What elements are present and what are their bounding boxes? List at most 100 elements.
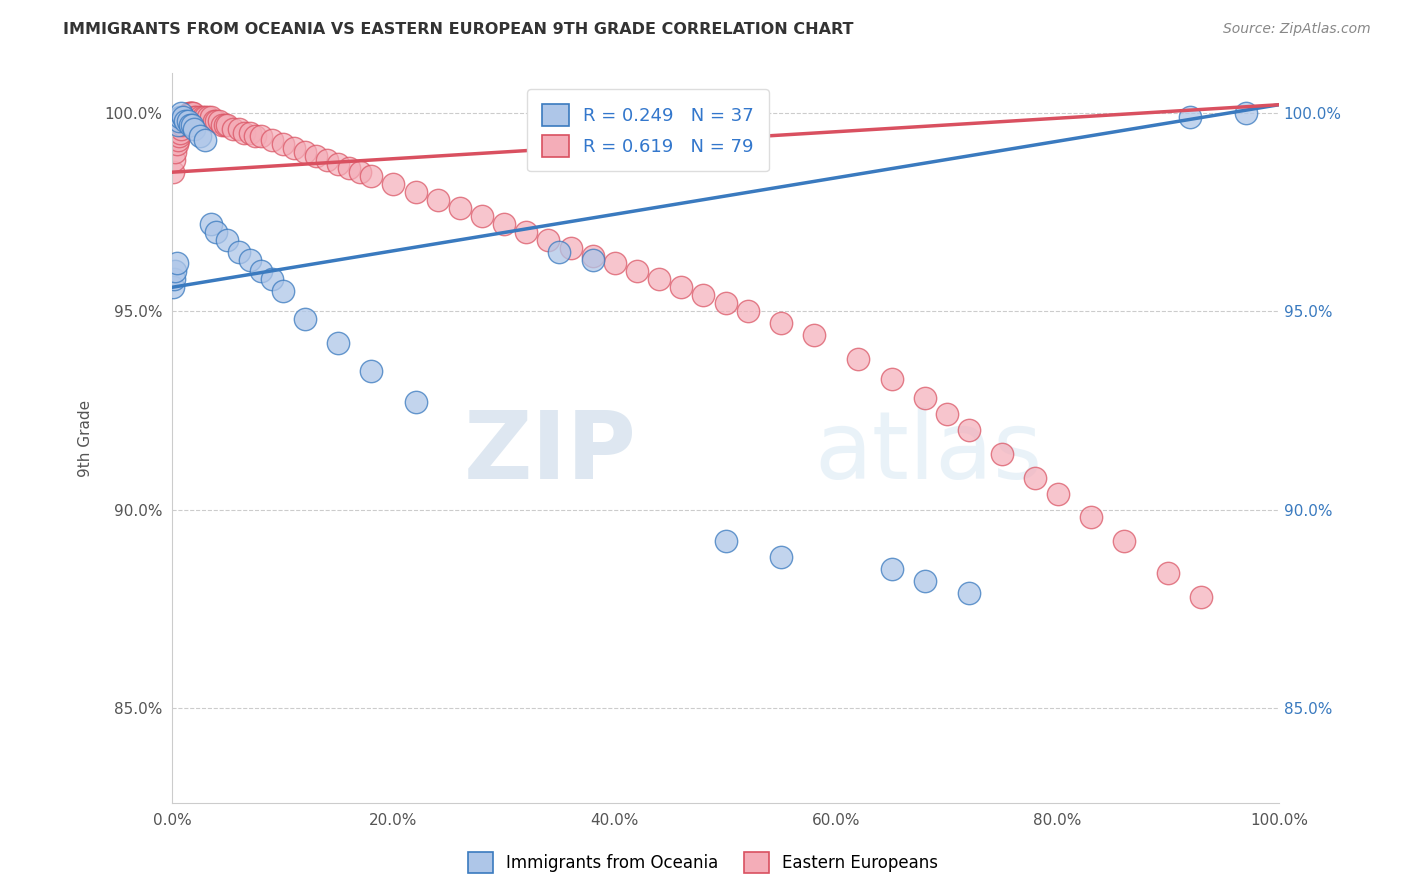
Point — [1112, 534, 1135, 549]
Point — [1191, 590, 1213, 604]
Point — [177, 105, 200, 120]
Point — [560, 241, 582, 255]
Point — [1234, 105, 1257, 120]
Point — [166, 256, 188, 270]
Point — [180, 105, 202, 120]
Point — [426, 193, 449, 207]
Point — [228, 121, 250, 136]
Point — [326, 157, 349, 171]
Point — [167, 129, 190, 144]
Point — [914, 574, 936, 588]
Point — [957, 423, 980, 437]
Point — [166, 137, 188, 152]
Point — [1024, 471, 1046, 485]
Point — [957, 586, 980, 600]
Point — [294, 145, 316, 160]
Point — [283, 141, 305, 155]
Point — [174, 113, 197, 128]
Point — [200, 217, 222, 231]
Point — [176, 113, 198, 128]
Point — [880, 371, 903, 385]
Point — [382, 177, 405, 191]
Point — [217, 233, 239, 247]
Point — [249, 264, 271, 278]
Y-axis label: 9th Grade: 9th Grade — [79, 400, 93, 476]
Point — [449, 201, 471, 215]
Point — [648, 272, 671, 286]
Point — [205, 113, 228, 128]
Point — [271, 285, 294, 299]
Point — [194, 133, 217, 147]
Point — [714, 296, 737, 310]
Point — [172, 110, 194, 124]
Point — [174, 110, 197, 124]
Point — [249, 129, 271, 144]
Point — [222, 121, 245, 136]
Point — [935, 407, 957, 421]
Point — [170, 118, 193, 132]
Point — [239, 126, 262, 140]
Point — [326, 335, 349, 350]
Text: ZIP: ZIP — [464, 407, 637, 499]
Point — [405, 395, 427, 409]
Point — [191, 110, 214, 124]
Point — [714, 534, 737, 549]
Point — [194, 110, 217, 124]
Point — [179, 118, 201, 132]
Point — [165, 145, 187, 160]
Point — [239, 252, 262, 267]
Point — [1080, 510, 1102, 524]
Point — [360, 364, 382, 378]
Point — [169, 110, 191, 124]
Point — [188, 129, 211, 144]
Point — [214, 118, 236, 132]
Point — [260, 133, 283, 147]
Point — [165, 264, 187, 278]
Point — [494, 217, 516, 231]
Point — [211, 118, 233, 132]
Point — [207, 113, 229, 128]
Point — [166, 118, 188, 132]
Point — [200, 110, 222, 124]
Point — [305, 149, 328, 163]
Point — [197, 110, 219, 124]
Point — [294, 312, 316, 326]
Point — [260, 272, 283, 286]
Point — [626, 264, 648, 278]
Point — [880, 562, 903, 576]
Point — [737, 304, 759, 318]
Point — [582, 252, 605, 267]
Point — [316, 153, 339, 168]
Point — [166, 133, 188, 147]
Point — [769, 316, 792, 330]
Point — [405, 185, 427, 199]
Point — [228, 244, 250, 259]
Point — [471, 209, 494, 223]
Point — [186, 110, 208, 124]
Legend: Immigrants from Oceania, Eastern Europeans: Immigrants from Oceania, Eastern Europea… — [461, 846, 945, 880]
Point — [349, 165, 371, 179]
Point — [205, 225, 228, 239]
Point — [991, 447, 1014, 461]
Point — [173, 113, 195, 128]
Point — [233, 126, 256, 140]
Point — [1180, 110, 1202, 124]
Legend: R = 0.249   N = 37, R = 0.619   N = 79: R = 0.249 N = 37, R = 0.619 N = 79 — [527, 89, 769, 171]
Point — [243, 129, 266, 144]
Point — [537, 233, 560, 247]
Text: IMMIGRANTS FROM OCEANIA VS EASTERN EUROPEAN 9TH GRADE CORRELATION CHART: IMMIGRANTS FROM OCEANIA VS EASTERN EUROP… — [63, 22, 853, 37]
Point — [176, 110, 198, 124]
Point — [170, 105, 193, 120]
Point — [914, 392, 936, 406]
Text: atlas: atlas — [814, 407, 1042, 499]
Point — [188, 110, 211, 124]
Point — [163, 272, 186, 286]
Point — [183, 121, 205, 136]
Point — [183, 110, 205, 124]
Point — [603, 256, 626, 270]
Point — [548, 244, 571, 259]
Point — [692, 288, 714, 302]
Point — [769, 550, 792, 565]
Point — [167, 113, 190, 128]
Point — [360, 169, 382, 183]
